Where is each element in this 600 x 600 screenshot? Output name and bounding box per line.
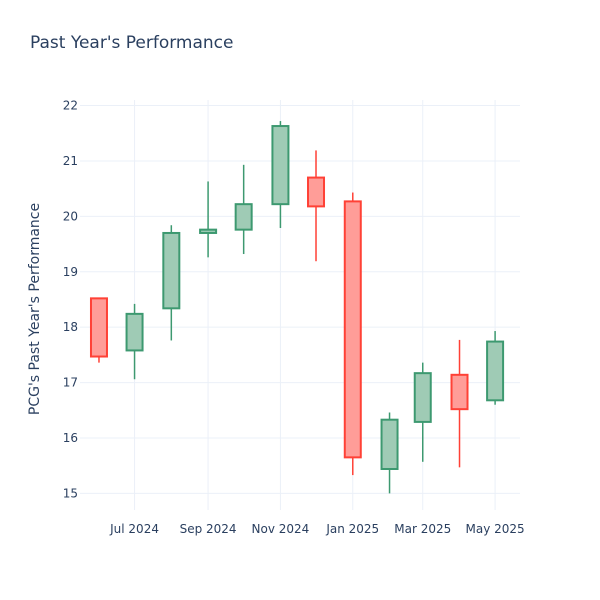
candle-increasing	[271, 121, 290, 228]
candle-body	[271, 125, 290, 206]
candle-increasing	[486, 331, 505, 405]
y-tick-label: 16	[63, 431, 78, 445]
candle-body	[162, 231, 181, 310]
candle-body	[343, 200, 362, 459]
candle-body	[125, 312, 144, 352]
candle-body	[199, 228, 218, 234]
candle-increasing	[380, 412, 399, 494]
y-tick-label: 19	[63, 265, 78, 279]
candle-body	[89, 297, 108, 358]
candle-body	[450, 373, 469, 411]
y-tick-label: 15	[63, 486, 78, 500]
candle-body	[234, 203, 253, 231]
y-tick-label: 18	[63, 320, 78, 334]
x-tick-label: May 2025	[466, 522, 525, 536]
candle-increasing	[125, 303, 144, 380]
x-tick-label: Mar 2025	[394, 522, 451, 536]
candles	[89, 121, 505, 494]
y-tick-label: 20	[63, 209, 78, 223]
candle-body	[486, 340, 505, 402]
x-tick-label: Jul 2024	[109, 522, 159, 536]
x-tick-label: Sep 2024	[180, 522, 237, 536]
candle-decreasing	[450, 339, 469, 468]
candle-decreasing	[89, 297, 108, 363]
candle-decreasing	[307, 150, 326, 262]
grid-lines	[80, 100, 520, 510]
candle-increasing	[234, 164, 253, 255]
y-tick-label: 22	[63, 99, 78, 113]
candle-body	[380, 418, 399, 470]
candle-decreasing	[343, 192, 362, 476]
candle-body	[413, 372, 432, 423]
x-tick-label: Nov 2024	[252, 522, 310, 536]
x-tick-label: Jan 2025	[325, 522, 379, 536]
y-tick-label: 17	[63, 376, 78, 390]
candle-increasing	[199, 181, 218, 258]
chart-title: Past Year's Performance	[30, 33, 234, 53]
candle-increasing	[413, 362, 432, 462]
candle-body	[307, 176, 326, 208]
y-tick-label: 21	[63, 154, 78, 168]
candle-increasing	[162, 225, 181, 341]
